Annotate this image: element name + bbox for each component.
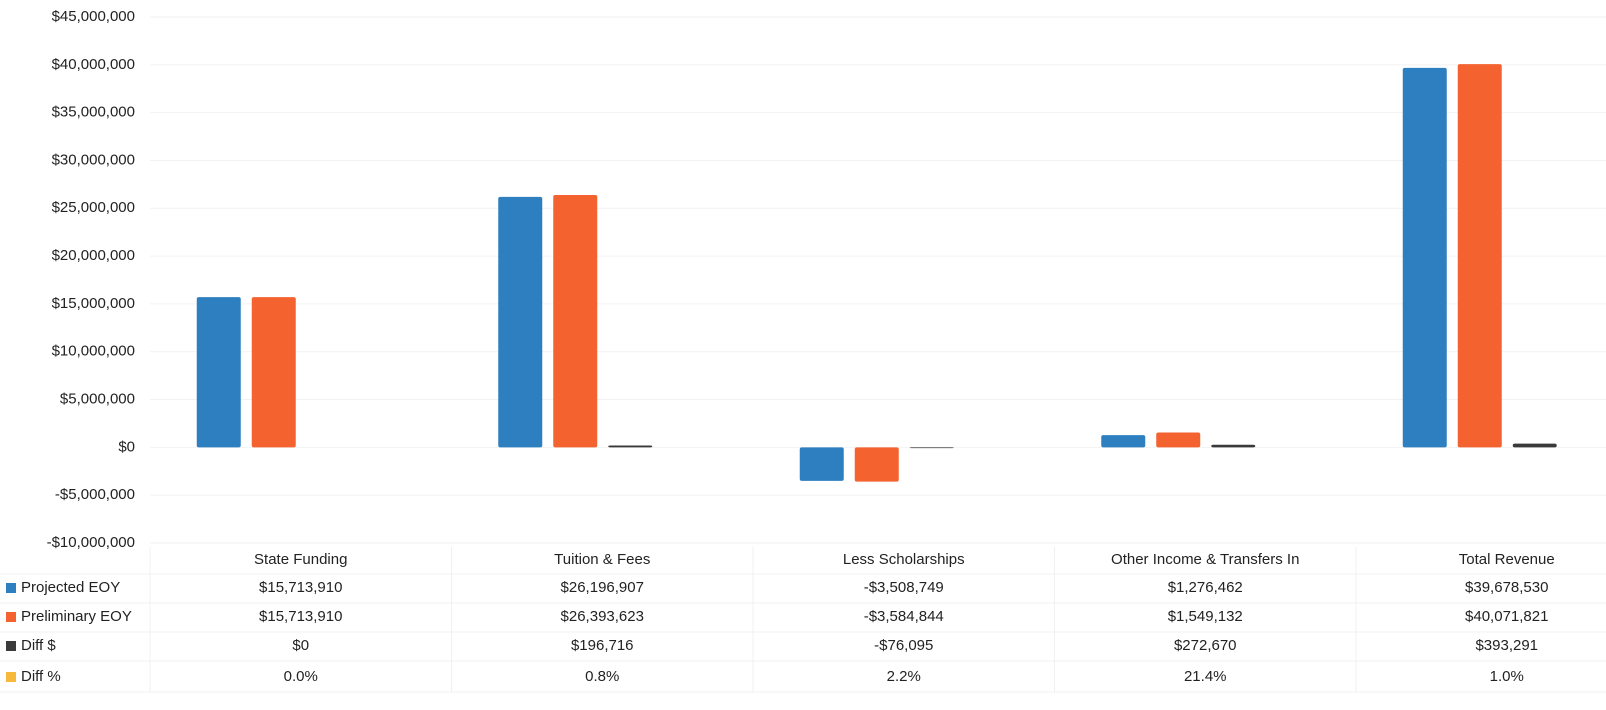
x-tick-label: State Funding	[254, 551, 347, 568]
table-value: 1.0%	[1490, 668, 1524, 685]
bar	[1211, 444, 1256, 448]
y-tick-label: -$10,000,000	[47, 534, 135, 551]
bar	[1402, 67, 1447, 448]
bar	[1512, 443, 1557, 448]
table-value: -$3,584,844	[864, 608, 944, 625]
table-value: $272,670	[1174, 637, 1237, 654]
table-value: $15,713,910	[259, 608, 342, 625]
x-tick-label: Less Scholarships	[843, 551, 965, 568]
bar	[498, 196, 543, 448]
table-value: 21.4%	[1184, 668, 1227, 685]
y-tick-label: $40,000,000	[52, 56, 135, 73]
y-tick-label: $45,000,000	[52, 8, 135, 25]
table-value: 0.8%	[585, 668, 619, 685]
bar	[196, 297, 241, 448]
bar	[799, 447, 844, 481]
bar	[1156, 432, 1201, 448]
y-tick-label: $5,000,000	[60, 391, 135, 408]
y-tick-label: $30,000,000	[52, 151, 135, 168]
legend-key	[6, 612, 16, 622]
table-value: $393,291	[1475, 637, 1538, 654]
y-tick-label: $25,000,000	[52, 199, 135, 216]
bar	[909, 447, 954, 449]
table-value: $40,071,821	[1465, 608, 1548, 625]
y-tick-label: $35,000,000	[52, 104, 135, 121]
bar	[608, 445, 653, 448]
table-value: $196,716	[571, 637, 634, 654]
legend-key	[6, 641, 16, 651]
bar	[1101, 435, 1146, 448]
table-value: $1,549,132	[1168, 608, 1243, 625]
y-tick-label: $0	[118, 438, 135, 455]
legend-label: Projected EOY	[21, 579, 120, 596]
table-value: $1,276,462	[1168, 579, 1243, 596]
y-tick-label: $20,000,000	[52, 247, 135, 264]
table-value: $26,196,907	[561, 579, 644, 596]
legend-key	[6, 672, 16, 682]
bar	[854, 447, 899, 482]
legend-label: Preliminary EOY	[21, 608, 132, 625]
x-tick-label: Tuition & Fees	[554, 551, 650, 568]
table-value: $15,713,910	[259, 579, 342, 596]
bar	[251, 297, 296, 448]
table-value: 2.2%	[887, 668, 921, 685]
x-tick-label: Total Revenue	[1459, 551, 1555, 568]
table-value: $39,678,530	[1465, 579, 1548, 596]
table-value: $26,393,623	[561, 608, 644, 625]
y-tick-label: -$5,000,000	[55, 486, 135, 503]
legend-label: Diff $	[21, 637, 56, 654]
legend-label: Diff %	[21, 668, 61, 685]
table-value: $0	[292, 637, 309, 654]
table-value: 0.0%	[284, 668, 318, 685]
table-value: -$3,508,749	[864, 579, 944, 596]
table-value: -$76,095	[874, 637, 933, 654]
y-tick-label: $15,000,000	[52, 295, 135, 312]
legend-key	[6, 583, 16, 593]
bar	[553, 194, 598, 448]
x-tick-label: Other Income & Transfers In	[1111, 551, 1299, 568]
bar	[1457, 64, 1502, 448]
y-tick-label: $10,000,000	[52, 343, 135, 360]
